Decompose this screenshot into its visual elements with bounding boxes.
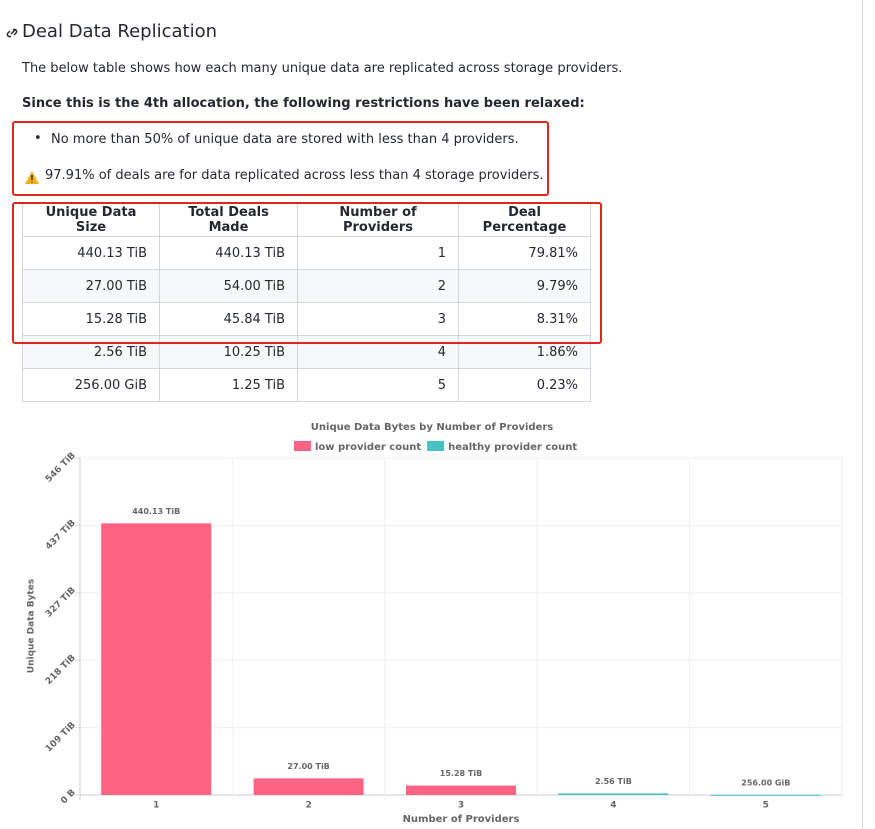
- table-cell: 2: [297, 269, 459, 303]
- value-label: 256.00 GiB: [741, 778, 790, 787]
- legend-label: low provider count: [315, 442, 421, 453]
- table-cell: 0.23%: [458, 368, 591, 402]
- column-header: Total Deals Made: [159, 203, 298, 237]
- intro-text: The below table shows how each many uniq…: [22, 61, 623, 76]
- y-tick-label: 437 TiB: [44, 518, 78, 552]
- table-row: 440.13 TiB 440.13 TiB 1 79.81%: [22, 236, 591, 270]
- bar: [253, 778, 364, 795]
- y-tick-label: 0 B: [59, 788, 78, 807]
- table-cell: 45.84 TiB: [159, 302, 298, 336]
- table-body: 440.13 TiB 440.13 TiB 1 79.81% 27.00 TiB 54.0…: [22, 236, 591, 402]
- panel-border: [862, 0, 863, 829]
- chart: Unique Data Bytes by Number of Providers…: [27, 422, 843, 825]
- table-cell: 79.81%: [458, 236, 591, 270]
- x-tick-label: 4: [610, 801, 616, 811]
- x-tick-label: 5: [763, 801, 769, 811]
- legend-label: healthy provider count: [448, 442, 577, 453]
- warning-text: 97.91% of deals are for data replicated …: [45, 168, 544, 183]
- table-row: 2.56 TiB 10.25 TiB 4 1.86%: [22, 335, 591, 369]
- x-tick-label: 3: [458, 801, 464, 811]
- bullet-text: No more than 50% of unique data are stor…: [51, 132, 519, 147]
- table-row: 27.00 TiB 54.00 TiB 2 9.79%: [22, 269, 591, 303]
- link-icon: [6, 28, 18, 38]
- y-tick-label: 546 TiB: [44, 451, 78, 485]
- bar: [101, 523, 212, 795]
- table-cell: 1.86%: [458, 335, 591, 369]
- highlight-box: [12, 202, 602, 344]
- y-tick-label: 218 TiB: [44, 653, 78, 687]
- y-tick-label: 327 TiB: [44, 586, 78, 620]
- section-title: Deal Data Replication: [22, 21, 217, 42]
- chart-title: Unique Data Bytes by Number of Providers: [311, 422, 553, 433]
- x-tick-label: 2: [305, 801, 311, 811]
- y-axis-title: Unique Data Bytes: [27, 579, 37, 673]
- table-row: 256.00 GiB 1.25 TiB 5 0.23%: [22, 368, 591, 402]
- value-label: 2.56 TiB: [595, 777, 632, 786]
- bar: [406, 785, 516, 795]
- table-cell: 54.00 TiB: [159, 269, 298, 303]
- x-axis-title: Number of Providers: [403, 814, 520, 825]
- table-cell: 440.13 TiB: [159, 236, 298, 270]
- bar: [558, 793, 669, 795]
- highlight-box: [12, 121, 549, 196]
- legend-swatch: [427, 441, 445, 451]
- bar: [710, 794, 821, 796]
- notice-text: Since this is the 4th allocation, the fo…: [22, 96, 585, 111]
- x-tick-label: 1: [153, 801, 159, 811]
- value-label: 27.00 TiB: [287, 762, 329, 771]
- table-cell: 1: [297, 236, 459, 270]
- table-cell: 10.25 TiB: [159, 335, 298, 369]
- value-label: 440.13 TiB: [132, 507, 180, 516]
- warning-icon: [25, 171, 39, 184]
- legend-swatch: [294, 441, 311, 451]
- table-cell: 27.00 TiB: [22, 269, 160, 303]
- table-cell: 1.25 TiB: [159, 368, 298, 402]
- bullet-dot: •: [34, 131, 42, 146]
- table-cell: 9.79%: [458, 269, 591, 303]
- table-cell: 3: [297, 302, 459, 336]
- column-header: Unique Data Size: [22, 203, 160, 237]
- table-cell: 256.00 GiB: [22, 368, 160, 402]
- y-tick-label: 109 TiB: [44, 720, 78, 754]
- table-cell: 4: [297, 335, 459, 369]
- table-cell: 5: [297, 368, 459, 402]
- replication-table: Unique Data Size Total Deals Made Number o…: [22, 203, 591, 402]
- value-label: 15.28 TiB: [440, 769, 482, 778]
